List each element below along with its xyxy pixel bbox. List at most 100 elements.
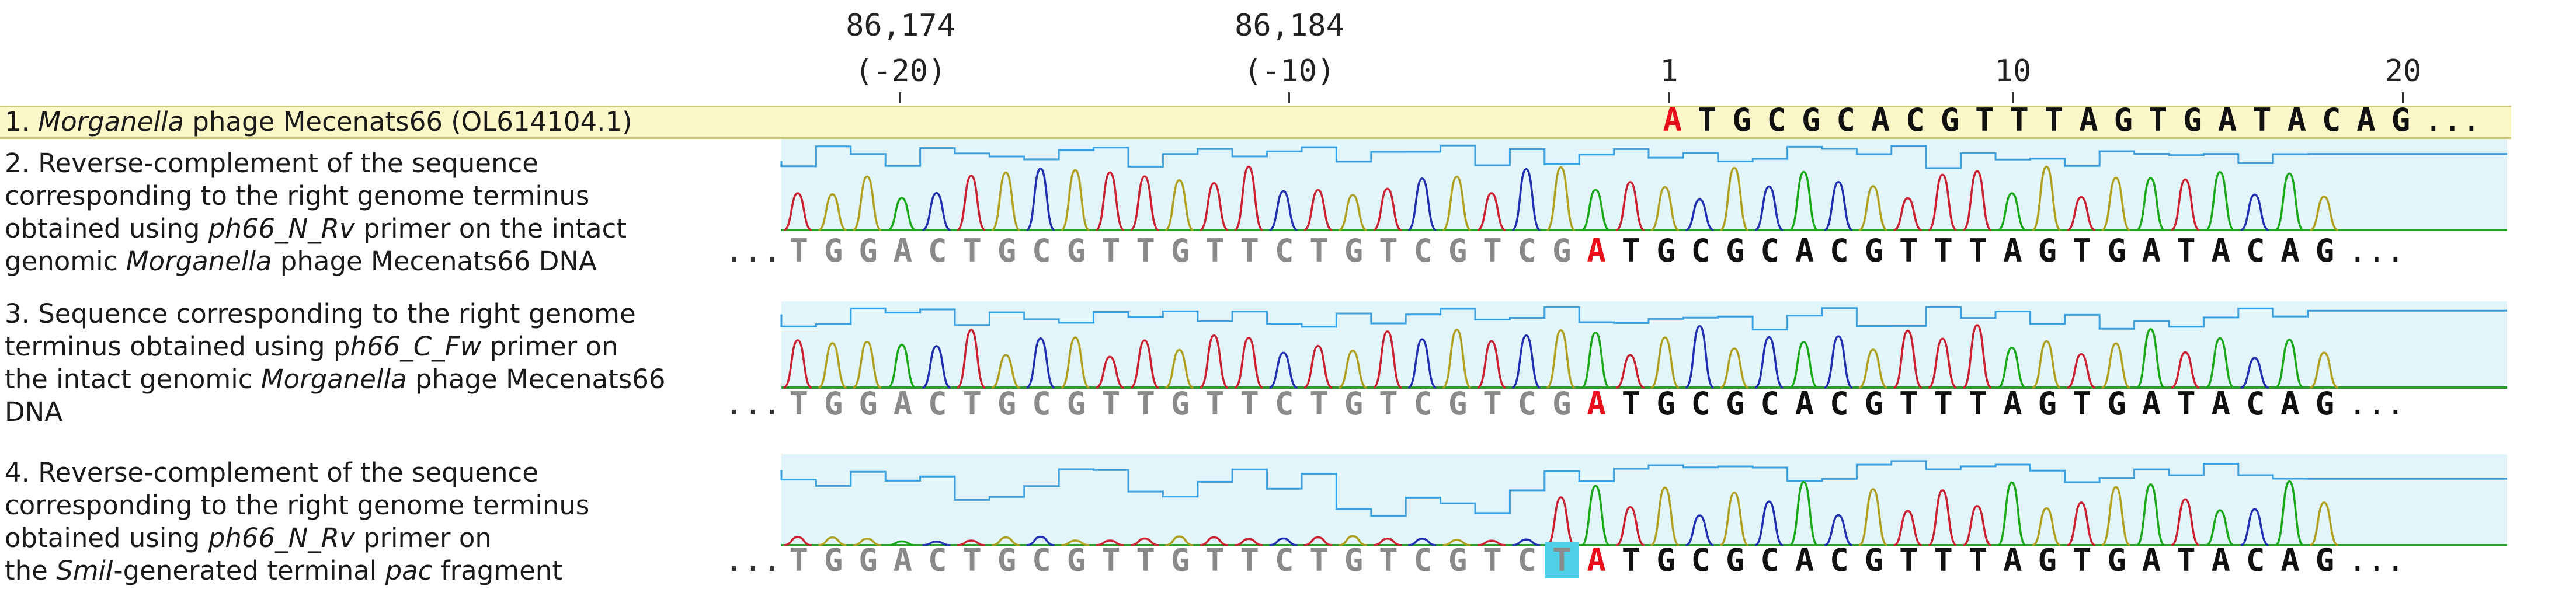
track-label-line: corresponding to the right genome termin… xyxy=(5,490,590,521)
trace-peak xyxy=(1858,348,1888,389)
trace-peak xyxy=(957,329,986,389)
trace-peak xyxy=(1407,338,1437,389)
trace-peak xyxy=(2101,342,2130,389)
base: A xyxy=(1871,102,1890,138)
track-label-line: obtained using ph66_N_Rv primer on the i… xyxy=(5,213,627,244)
ruler-position-label: 86,184 xyxy=(1235,8,1344,43)
base: A xyxy=(2217,102,2237,138)
trace-peak xyxy=(1650,336,1680,389)
base: A xyxy=(1795,385,1814,422)
base: G xyxy=(1448,232,1468,269)
start-base: A xyxy=(1587,542,1606,578)
trace-peak xyxy=(783,192,812,231)
trace-peak xyxy=(1130,175,1159,231)
start-base: A xyxy=(1587,385,1606,422)
base: A xyxy=(893,232,913,269)
track-label-line: the SmiI-generated terminal pac fragment xyxy=(5,555,562,586)
base: C xyxy=(1830,542,1849,578)
base: G xyxy=(1725,232,1745,269)
trace-peak xyxy=(1165,535,1194,546)
base: T xyxy=(2010,102,2029,138)
base: T xyxy=(1899,232,1918,269)
track-label-line: DNA xyxy=(5,396,63,427)
start-base: A xyxy=(1663,102,1682,138)
base: A xyxy=(2211,232,2230,269)
base: G xyxy=(858,385,878,422)
base: G xyxy=(1725,385,1745,422)
trace-peak xyxy=(1962,170,1992,231)
base: G xyxy=(997,232,1017,269)
trace-peak xyxy=(1824,335,1853,389)
trace-peak xyxy=(1407,177,1437,231)
ellipsis: ... xyxy=(2348,385,2405,422)
base: T xyxy=(1309,385,1329,422)
trace-peak xyxy=(1235,538,1263,546)
base: T xyxy=(2177,542,2196,578)
base: C xyxy=(1413,385,1433,422)
base: T xyxy=(1621,232,1641,269)
base: A xyxy=(2142,385,2161,422)
base: T xyxy=(2044,102,2064,138)
trace-peak xyxy=(1339,535,1367,546)
base: C xyxy=(1274,542,1294,578)
base: T xyxy=(1136,542,1155,578)
chromatogram-trace xyxy=(780,460,2507,546)
trace-peak xyxy=(1893,329,1923,389)
trace-peak xyxy=(1477,539,1506,546)
base: A xyxy=(2211,385,2230,422)
trace-peak xyxy=(1025,337,1055,389)
trace-peak xyxy=(1164,179,1194,231)
base: T xyxy=(1136,385,1155,422)
base: G xyxy=(1066,385,1086,422)
base: T xyxy=(962,385,982,422)
ellipsis: ... xyxy=(2424,102,2481,138)
base: T xyxy=(2177,232,2196,269)
trace-peak xyxy=(2136,177,2165,231)
base: T xyxy=(1101,542,1121,578)
trace-peak xyxy=(1442,539,1471,546)
trace-peak xyxy=(1026,535,1055,546)
trace-peak xyxy=(2275,480,2304,546)
track-label-line: terminus obtained using ph66_C_Fw primer… xyxy=(5,331,618,362)
base: A xyxy=(2287,102,2306,138)
trace-peak xyxy=(887,197,916,231)
trace-peak xyxy=(1754,500,1784,546)
trace-peak xyxy=(1373,537,1402,546)
trace-peak xyxy=(1095,171,1125,231)
trace-peak xyxy=(2101,486,2131,546)
trace-peak xyxy=(1268,190,1298,231)
base-call-sequence: ... T G G A C T G C G T T G T T C T G T C G T C G A T G C G C A C G T T T A G… xyxy=(721,232,2405,269)
trace-peak xyxy=(818,536,847,546)
base: T xyxy=(1934,385,1953,422)
trace-peak xyxy=(1373,187,1402,231)
base: G xyxy=(1552,385,1572,422)
base: G xyxy=(858,232,878,269)
base: G xyxy=(1940,102,1960,138)
base: G xyxy=(1656,232,1675,269)
base: G xyxy=(1344,385,1364,422)
trace-peak xyxy=(991,171,1021,231)
trace-peak xyxy=(1615,506,1645,546)
quality-line xyxy=(780,144,2507,169)
track-label-line: genomic Morganella phage Mecenats66 DNA xyxy=(5,246,597,277)
base: T xyxy=(2072,232,2092,269)
base: A xyxy=(893,542,913,578)
trace-peak xyxy=(1685,514,1715,546)
base: C xyxy=(1691,542,1711,578)
trace-peak xyxy=(2275,339,2304,389)
trace-peak xyxy=(2275,172,2304,231)
trace-peak xyxy=(1095,355,1125,389)
base: C xyxy=(1830,385,1849,422)
base: C xyxy=(1760,542,1779,578)
reference-row-band xyxy=(0,106,2511,139)
track-label-line: corresponding to the right genome termin… xyxy=(5,180,590,211)
base: G xyxy=(2107,385,2126,422)
trace-peak xyxy=(1615,354,1645,389)
base: A xyxy=(2003,542,2022,578)
trace-peak xyxy=(1997,346,2026,389)
base: C xyxy=(1767,102,1786,138)
trace-peak xyxy=(2171,178,2200,231)
base: A xyxy=(2003,232,2022,269)
base: G xyxy=(1656,385,1675,422)
base: T xyxy=(1101,385,1121,422)
